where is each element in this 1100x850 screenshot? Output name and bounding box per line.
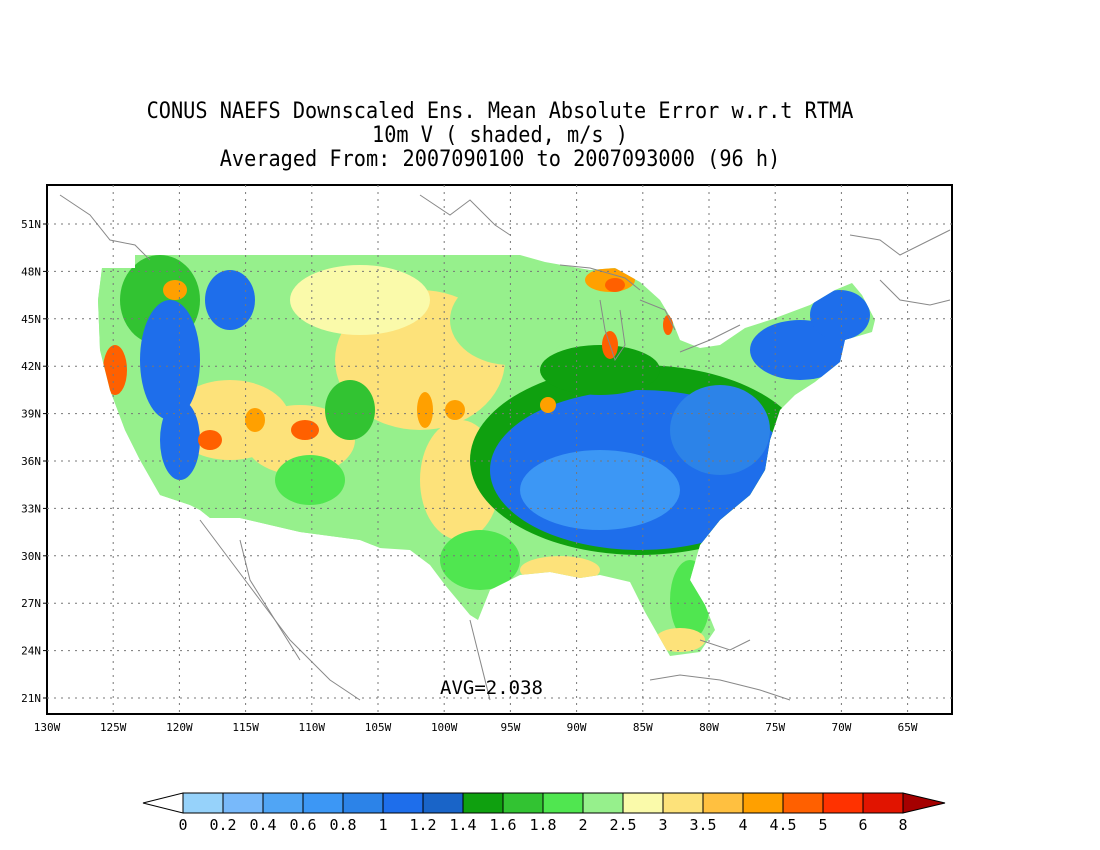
- lat-tick-label: 45N: [21, 313, 41, 326]
- colorbar-swatch: [742, 792, 784, 814]
- colorbar-swatch: [622, 792, 664, 814]
- colorbar-label: 3: [658, 816, 667, 834]
- lon-tick-label: 85W: [633, 721, 653, 734]
- colorbar-label: 1.2: [409, 816, 436, 834]
- colorbar-swatch: [462, 792, 504, 814]
- colorbar-swatch: [222, 792, 264, 814]
- colorbar-label: 8: [898, 816, 907, 834]
- lon-tick-label: 90W: [567, 721, 587, 734]
- colorbar-swatch: [702, 792, 744, 814]
- lon-tick-label: 100W: [431, 721, 458, 734]
- lon-tick-label: 95W: [500, 721, 520, 734]
- colorbar-swatch: [342, 792, 384, 814]
- lat-tick-label: 42N: [21, 360, 41, 373]
- lon-tick-label: 105W: [365, 721, 392, 734]
- colorbar-swatch: [542, 792, 584, 814]
- colorbar-over-triangle: [902, 792, 946, 814]
- colorbar-label: 1.4: [449, 816, 476, 834]
- coastline-lines: [59, 194, 951, 701]
- colorbar: 0 0.2 0.4 0.6 0.8 1 1.2 1.4 1.6 1.8 2 2.5 3 3.5 4 4.5 5 6…: [142, 792, 946, 834]
- lon-tick-label: 120W: [166, 721, 193, 734]
- lat-lon-grid: [43, 185, 952, 714]
- colorbar-label: 1.6: [489, 816, 516, 834]
- colorbar-label: 0.4: [249, 816, 276, 834]
- lon-tick-label: 70W: [831, 721, 851, 734]
- colorbar-label: 0.6: [289, 816, 316, 834]
- title-line-1: CONUS NAEFS Downscaled Ens. Mean Absolut…: [146, 99, 854, 124]
- lon-tick-label: 130W: [34, 721, 61, 734]
- colorbar-swatch: [502, 792, 544, 814]
- colorbar-swatch: [782, 792, 824, 814]
- lat-tick-label: 21N: [21, 692, 41, 705]
- colorbar-label: 5: [818, 816, 827, 834]
- colorbar-label: 0: [178, 816, 187, 834]
- colorbar-label: 0.8: [329, 816, 356, 834]
- lat-tick-label: 27N: [21, 597, 41, 610]
- colorbar-label: 2: [578, 816, 587, 834]
- colorbar-label: 4.5: [769, 816, 796, 834]
- colorbar-swatch: [182, 792, 224, 814]
- longitude-labels: 130W 125W 120W 115W 110W 105W 100W 95W 90W 85W 80W…: [34, 721, 918, 734]
- lat-tick-label: 30N: [21, 550, 41, 563]
- colorbar-label: 4: [738, 816, 747, 834]
- colorbar-swatch: [382, 792, 424, 814]
- lat-tick-label: 48N: [21, 265, 41, 278]
- colorbar-label: 2.5: [609, 816, 636, 834]
- lon-tick-label: 115W: [232, 721, 259, 734]
- lat-tick-label: 24N: [21, 645, 41, 658]
- colorbar-swatch: [822, 792, 864, 814]
- lon-tick-label: 80W: [699, 721, 719, 734]
- colorbar-swatch: [262, 792, 304, 814]
- colorbar-swatch: [302, 792, 344, 814]
- lat-tick-label: 36N: [21, 455, 41, 468]
- colorbar-label: 1.8: [529, 816, 556, 834]
- lat-tick-label: 51N: [21, 218, 41, 231]
- colorbar-label: 6: [858, 816, 867, 834]
- colorbar-swatch: [662, 792, 704, 814]
- title-line-3: Averaged From: 2007090100 to 2007093000 …: [219, 147, 781, 172]
- chart-title: CONUS NAEFS Downscaled Ens. Mean Absolut…: [0, 100, 1000, 172]
- colorbar-swatch: [422, 792, 464, 814]
- colorbar-swatch: [862, 792, 904, 814]
- lat-tick-label: 33N: [21, 502, 41, 515]
- lon-tick-label: 75W: [765, 721, 785, 734]
- lon-tick-label: 65W: [898, 721, 918, 734]
- lon-tick-label: 110W: [299, 721, 326, 734]
- average-value-label: AVG=2.038: [440, 677, 543, 699]
- colorbar-label: 1: [378, 816, 387, 834]
- lat-tick-label: 39N: [21, 408, 41, 421]
- colorbar-under-triangle: [142, 792, 184, 814]
- title-line-2: 10m V ( shaded, m/s ): [372, 123, 628, 148]
- colorbar-swatch: [582, 792, 624, 814]
- colorbar-label: 3.5: [689, 816, 716, 834]
- colorbar-label: 0.2: [209, 816, 236, 834]
- lon-tick-label: 125W: [100, 721, 127, 734]
- latitude-labels: 51N 48N 45N 42N 39N 36N 33N 30N 27N 24N 21N: [21, 218, 41, 705]
